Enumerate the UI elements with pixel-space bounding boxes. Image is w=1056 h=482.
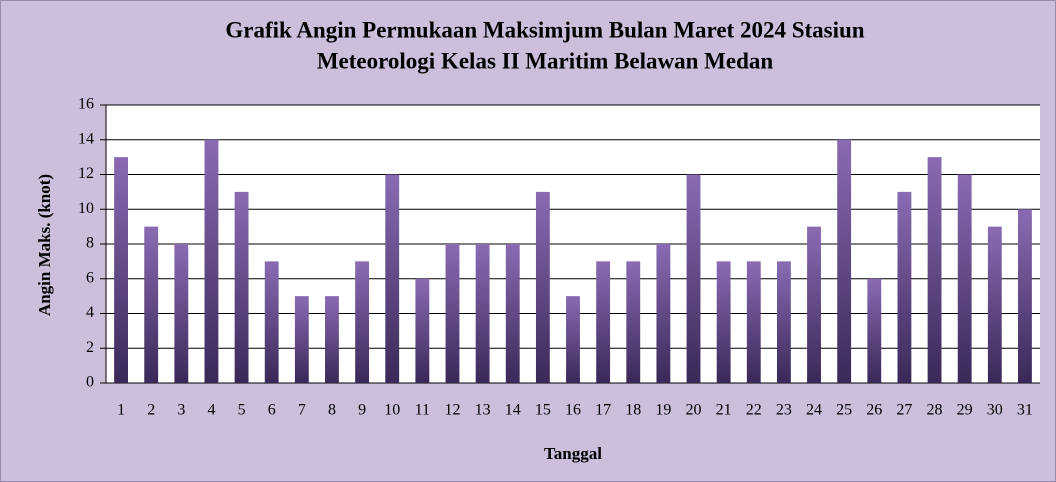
- bar: [746, 261, 761, 383]
- x-tick-label: 7: [298, 402, 306, 419]
- bar: [415, 278, 430, 383]
- y-tick-label: 12: [78, 165, 94, 182]
- bar: [686, 174, 701, 383]
- x-tick-label: 24: [806, 402, 822, 419]
- bar: [837, 139, 852, 383]
- x-tick-label: 28: [927, 402, 943, 419]
- x-tick-label: 30: [987, 402, 1003, 419]
- x-tick-label: 14: [505, 402, 521, 419]
- bar: [656, 244, 671, 383]
- y-tick-label: 14: [78, 130, 94, 147]
- x-tick-label: 13: [475, 402, 491, 419]
- bar: [505, 244, 520, 383]
- chart-title: Meteorologi Kelas II Maritim Belawan Med…: [317, 48, 774, 73]
- bar: [716, 261, 731, 383]
- bar: [445, 244, 460, 383]
- bar: [234, 191, 249, 383]
- x-tick-label: 12: [444, 402, 460, 419]
- x-tick-label: 20: [686, 402, 702, 419]
- x-tick-label: 27: [896, 402, 912, 419]
- bar: [385, 174, 400, 383]
- x-tick-label: 15: [535, 402, 551, 419]
- x-tick-label: 25: [836, 402, 852, 419]
- y-tick-label: 2: [86, 339, 94, 356]
- bar: [294, 296, 309, 383]
- y-tick-label: 8: [86, 235, 94, 252]
- x-tick-label: 8: [328, 402, 336, 419]
- bar: [535, 191, 550, 383]
- chart-title: Grafik Angin Permukaan Maksimjum Bulan M…: [225, 17, 864, 42]
- y-tick-label: 10: [78, 200, 94, 217]
- bar: [114, 157, 128, 383]
- x-tick-label: 21: [716, 402, 732, 419]
- bar: [867, 278, 882, 383]
- bar: [355, 261, 370, 383]
- bar: [475, 244, 490, 383]
- y-axis-title: Angin Maks. (knot): [35, 174, 54, 316]
- bar: [596, 261, 611, 383]
- x-tick-label: 19: [655, 402, 671, 419]
- bar: [325, 296, 339, 383]
- bar: [626, 261, 641, 383]
- bar: [144, 226, 159, 383]
- x-tick-label: 18: [625, 402, 641, 419]
- x-tick-label: 9: [358, 402, 366, 419]
- y-tick-label: 16: [78, 96, 94, 113]
- x-tick-label: 16: [565, 402, 581, 419]
- x-tick-label: 10: [384, 402, 400, 419]
- y-tick-label: 4: [86, 304, 94, 321]
- bar: [174, 244, 189, 383]
- x-tick-label: 11: [415, 402, 430, 419]
- bar: [957, 174, 972, 383]
- x-tick-label: 23: [776, 402, 792, 419]
- bar: [264, 261, 279, 383]
- bar: [566, 296, 580, 383]
- bar: [204, 139, 219, 383]
- x-tick-label: 4: [207, 402, 215, 419]
- bar: [776, 261, 791, 383]
- x-tick-label: 22: [746, 402, 762, 419]
- x-tick-label: 26: [866, 402, 882, 419]
- bar: [927, 157, 942, 383]
- x-tick-label: 2: [147, 402, 155, 419]
- y-tick-label: 6: [86, 269, 94, 286]
- x-tick-label: 31: [1017, 402, 1033, 419]
- x-tick-label: 1: [117, 402, 125, 419]
- x-tick-label: 29: [957, 402, 973, 419]
- bar: [897, 191, 912, 383]
- bar: [1018, 209, 1032, 383]
- bar: [807, 226, 821, 383]
- y-tick-label: 0: [86, 374, 94, 391]
- x-tick-label: 17: [595, 402, 611, 419]
- x-axis-title: Tanggal: [544, 444, 602, 463]
- x-tick-label: 3: [177, 402, 185, 419]
- x-tick-label: 6: [268, 402, 276, 419]
- bar: [987, 226, 1002, 383]
- x-tick-label: 5: [238, 402, 246, 419]
